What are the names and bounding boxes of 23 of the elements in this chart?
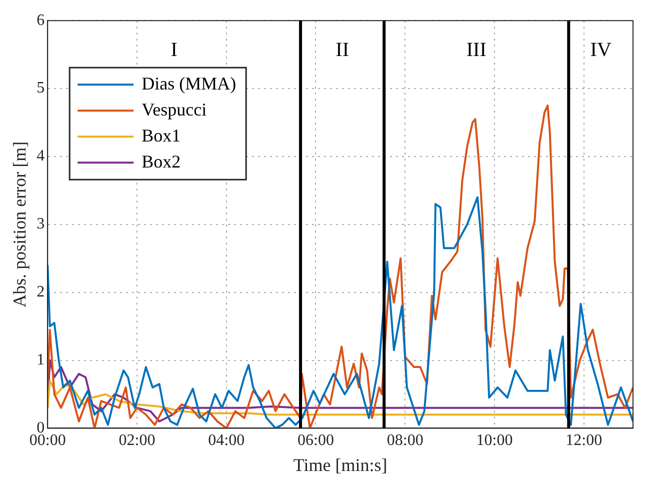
legend-label: Box2 — [142, 151, 181, 172]
y-tick-label: 4 — [36, 148, 45, 165]
legend-label: Box1 — [142, 125, 181, 146]
x-tick-label: 00:00 — [29, 432, 66, 450]
annotation: IV — [590, 38, 612, 61]
y-tick-label: 6 — [36, 12, 45, 29]
y-axis-title: Abs. position error [m] — [10, 141, 30, 308]
x-tick-label: 02:00 — [118, 432, 156, 450]
x-tick-label: 06:00 — [297, 432, 334, 450]
x-tick-label: 10:00 — [476, 432, 513, 450]
annotation: II — [336, 38, 349, 61]
x-axis-title: Time [min:s] — [293, 454, 388, 475]
x-tick-label: 12:00 — [566, 432, 602, 450]
legend-label: Vespucci — [142, 99, 207, 120]
y-tick-label: 3 — [36, 216, 45, 233]
legend-label: Dias (MMA) — [142, 73, 236, 94]
y-tick-label: 1 — [36, 351, 45, 368]
annotation: III — [466, 38, 486, 61]
y-tick-label: 2 — [36, 284, 45, 301]
y-tick-label: 5 — [36, 80, 45, 97]
annotation: I — [170, 38, 178, 61]
x-tick-label: 04:00 — [208, 432, 245, 450]
x-tick-label: 08:00 — [386, 432, 424, 450]
